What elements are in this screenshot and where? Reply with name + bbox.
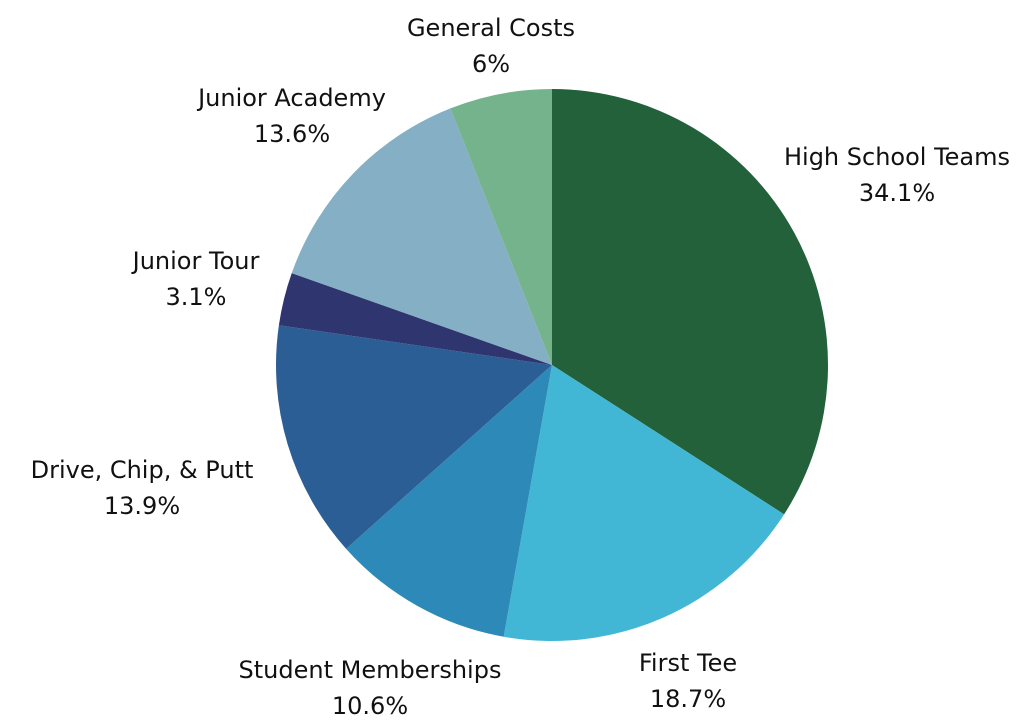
slice-label-junior-tour: Junior Tour <box>131 247 260 275</box>
slice-label-general-costs: General Costs <box>407 14 575 42</box>
slice-value-student-memberships: 10.6% <box>332 692 408 720</box>
slice-label-student-memberships: Student Memberships <box>239 656 502 684</box>
slice-value-first-tee: 18.7% <box>650 685 726 713</box>
slice-label-junior-academy: Junior Academy <box>196 84 386 112</box>
slice-value-high-school-teams: 34.1% <box>859 179 935 207</box>
slice-label-high-school-teams: High School Teams <box>784 143 1010 171</box>
pie-slice-first-tee <box>503 365 785 642</box>
slice-value-general-costs: 6% <box>472 50 510 78</box>
pie-slice-high-school-teams <box>552 89 828 515</box>
pie-slice-junior-academy <box>291 108 552 365</box>
slice-value-drive-chip-putt: 13.9% <box>104 492 180 520</box>
pie-slice-junior-tour <box>278 273 552 365</box>
slice-label-first-tee: First Tee <box>639 649 737 677</box>
pie-slice-student-memberships <box>346 365 552 637</box>
pie-slices <box>276 89 828 642</box>
slice-value-junior-academy: 13.6% <box>254 120 330 148</box>
slice-labels: High School Teams 34.1% First Tee 18.7% Stud… <box>31 14 1010 720</box>
slice-label-drive-chip-putt: Drive, Chip, & Putt <box>31 456 254 484</box>
pie-slice-general-costs <box>450 89 552 365</box>
slice-value-junior-tour: 3.1% <box>166 283 227 311</box>
pie-slice-drive-chip-putt <box>276 325 552 549</box>
